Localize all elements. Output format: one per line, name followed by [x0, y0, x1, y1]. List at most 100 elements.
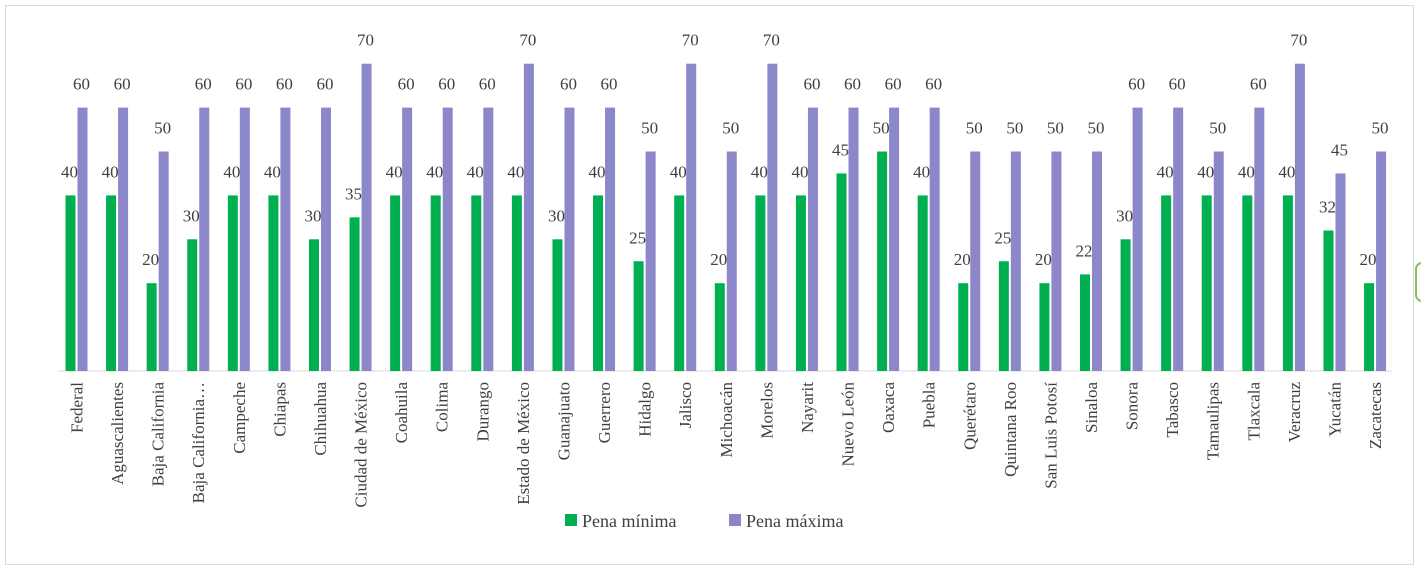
bar-max-sinaloa [1092, 151, 1102, 371]
bar-max-zacatecas [1376, 151, 1387, 371]
legend-swatch-pena-minima [565, 514, 577, 526]
data-label-max-veracruz: 70 [1290, 31, 1307, 50]
tick-label-guerrero: Guerrero [595, 382, 614, 443]
data-label-min-quintana-roo: 25 [994, 228, 1011, 247]
bar-min-baja-california [146, 283, 157, 371]
data-label-min-colima: 40 [426, 162, 443, 181]
bar-max-campeche [239, 107, 250, 371]
data-label-min-federal: 40 [61, 162, 78, 181]
data-label-min-zacatecas: 20 [1360, 250, 1377, 269]
bar-max-puebla [929, 107, 940, 371]
data-label-max-yucatan: 45 [1331, 140, 1348, 159]
bar-min-coahuila [390, 195, 401, 371]
bar-max-queretaro [970, 151, 981, 371]
bar-max-quintana-roo [1010, 151, 1021, 371]
data-label-max-chihuahua: 60 [316, 75, 333, 94]
tick-label-zacatecas: Zacatecas [1366, 382, 1385, 449]
bar-min-guerrero [593, 195, 604, 371]
tick-label-oaxaca: Oaxaca [879, 382, 898, 433]
bar-min-chiapas [268, 195, 279, 371]
bar-min-sinaloa [1080, 274, 1090, 371]
tick-label-tamaulipas: Tamaulipas [1204, 382, 1223, 460]
data-label-max-tlaxcala: 60 [1250, 75, 1267, 94]
data-label-min-morelos: 40 [751, 162, 768, 181]
bar-min-baja-california [187, 239, 198, 371]
data-label-max-nuevo-leon: 60 [844, 75, 861, 94]
data-label-max-baja-california: 50 [154, 119, 171, 138]
tick-label-sonora: Sonora [1123, 382, 1142, 431]
tick-label-campeche: Campeche [230, 382, 249, 454]
bar-min-zacatecas [1364, 283, 1375, 371]
tick-label-durango: Durango [473, 382, 492, 441]
data-label-max-san-luis-potosi: 50 [1047, 119, 1064, 138]
bar-min-chihuahua [308, 239, 319, 371]
tick-label-guanajuato: Guanajuato [554, 382, 573, 460]
bar-min-guanajuato [552, 239, 563, 371]
bar-max-sonora [1132, 107, 1143, 371]
data-label-min-sonora: 30 [1116, 206, 1133, 225]
data-label-min-guerrero: 40 [589, 162, 606, 181]
tick-label-chihuahua: Chihuahua [311, 382, 330, 456]
tick-label-chiapas: Chiapas [270, 382, 289, 437]
data-label-max-michoacan: 50 [722, 119, 739, 138]
bar-max-colima [442, 107, 453, 371]
tick-label-quintana-roo: Quintana Roo [1001, 382, 1020, 477]
data-label-max-puebla: 60 [925, 75, 942, 94]
bar-min-jalisco [674, 195, 685, 371]
data-label-max-zacatecas: 50 [1372, 119, 1389, 138]
bar-min-colima [430, 195, 441, 371]
data-label-min-michoacan: 20 [710, 250, 727, 269]
data-label-min-puebla: 40 [913, 162, 930, 181]
bar-max-nayarit [807, 107, 818, 371]
data-label-max-guanajuato: 60 [560, 75, 577, 94]
bar-max-chihuahua [320, 107, 331, 371]
bar-min-puebla [917, 195, 928, 371]
data-label-min-veracruz: 40 [1278, 162, 1295, 181]
tick-label-tabasco: Tabasco [1163, 382, 1182, 437]
data-label-min-guanajuato: 30 [548, 206, 565, 225]
legend-swatch-pena-maxima [729, 514, 741, 526]
tick-label-ciudad-de-mexico: Ciudad de México [352, 382, 371, 508]
data-label-max-nayarit: 60 [803, 75, 820, 94]
data-label-max-aguascalientes: 60 [114, 75, 131, 94]
data-label-min-hidalgo: 25 [629, 228, 646, 247]
bar-min-oaxaca [877, 151, 888, 371]
bar-min-nayarit [795, 195, 806, 371]
tick-label-hidalgo: Hidalgo [636, 382, 655, 437]
data-label-min-tabasco: 40 [1157, 162, 1174, 181]
bar-min-sonora [1120, 239, 1131, 371]
data-label-min-queretaro: 20 [954, 250, 971, 269]
data-label-min-nuevo-leon: 45 [832, 140, 849, 159]
bar-min-tlaxcala [1242, 195, 1253, 371]
bar-max-jalisco [686, 63, 697, 371]
bar-max-guanajuato [564, 107, 575, 371]
data-label-max-sinaloa: 50 [1088, 119, 1105, 138]
data-label-max-campeche: 60 [235, 75, 252, 94]
bar-max-michoacan [726, 151, 737, 371]
data-label-max-federal: 60 [73, 75, 90, 94]
tick-label-coahuila: Coahuila [392, 382, 411, 444]
bar-min-morelos [755, 195, 766, 371]
data-label-min-baja-california: 20 [142, 250, 159, 269]
bar-max-tabasco [1173, 107, 1184, 371]
data-label-max-coahuila: 60 [398, 75, 415, 94]
tick-label-jalisco: Jalisco [676, 382, 695, 428]
data-label-min-ciudad-de-mexico: 35 [345, 184, 362, 203]
data-label-min-durango: 40 [467, 162, 484, 181]
tick-label-michoacan: Michoacán [717, 382, 736, 458]
data-label-min-sinaloa: 22 [1076, 241, 1093, 260]
bar-max-tlaxcala [1254, 107, 1265, 371]
data-label-min-chihuahua: 30 [304, 206, 321, 225]
data-label-min-tamaulipas: 40 [1197, 162, 1214, 181]
bar-max-durango [483, 107, 494, 371]
data-label-min-estado-de-mexico: 40 [507, 162, 524, 181]
bar-min-queretaro [958, 283, 969, 371]
bar-min-estado-de-mexico [511, 195, 522, 371]
tick-label-veracruz: Veracruz [1285, 382, 1304, 443]
tick-label-estado-de-mexico: Estado de México [514, 382, 533, 505]
data-label-min-baja-california: 30 [183, 206, 200, 225]
tick-label-nayarit: Nayarit [798, 382, 817, 433]
bar-min-quintana-roo [998, 261, 1009, 371]
bar-min-federal [65, 195, 76, 371]
